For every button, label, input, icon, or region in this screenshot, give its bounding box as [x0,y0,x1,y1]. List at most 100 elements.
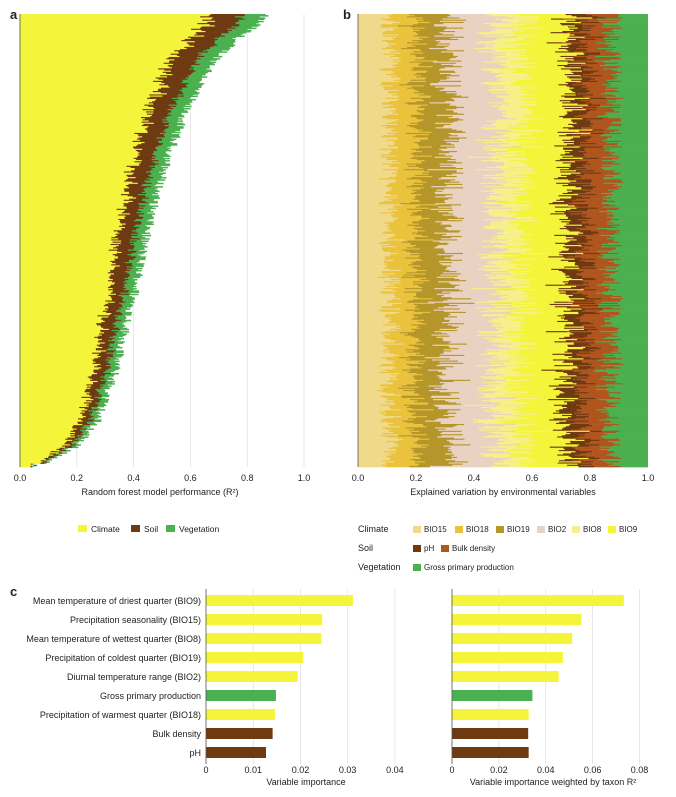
panel-b-bar-bio15 [358,194,391,196]
panel-b-bar-bio19 [422,259,463,262]
panel-b-bar-ph [567,350,596,352]
panel-b-bar-bio2 [461,273,511,275]
panel-b-bar-bio2 [459,118,516,120]
panel-b-bar-ph [548,256,567,258]
panel-a-bar-climate [20,354,98,357]
panel-a-bar-vegetation [221,33,243,35]
panel-a-bar-climate [20,268,114,271]
panel-b-bar-bio19 [404,257,445,259]
panel-b-bar-bio19 [409,365,437,367]
panel-a-bar-soil [77,421,87,424]
panel-b-bar-bio18 [388,105,421,108]
legend-label-vegetation: Vegetation [179,524,219,534]
panel-b-bar-bio8 [502,204,531,206]
panel-b-bar-bio8 [478,427,506,429]
panel-b-bar-bulk-density [588,294,613,297]
panel-b-bar-bio9 [517,18,551,21]
panel-b-bar-bio18 [389,379,424,382]
panel-b-bar-bio18 [382,103,408,105]
panel-a-bar-soil [97,341,115,343]
panel-a-bar-vegetation [186,85,202,87]
panel-a-bar-soil [75,431,84,434]
panel-b-bar-bio8 [510,311,540,314]
panel-b-bar-bio15 [358,144,394,146]
panel-b-bar-ph [558,290,579,292]
panel-b-bar-bio18 [380,25,398,27]
panel-b-bar-bulk-density [579,45,609,48]
panel-b-bar-bio15 [358,41,387,43]
panel-b-bar-bio18 [396,246,414,248]
panel-a-bar-soil [129,213,145,215]
panel-b-bar-bio15 [358,229,389,231]
panel-a-bar-vegetation [131,264,144,266]
panel-b-bar-bio9 [525,405,562,408]
panel-b-bar-bio15 [358,169,383,171]
panel-a-bar-soil [92,352,107,355]
panel-b-bar-bio8 [482,81,513,84]
panel-b-bar-bulk-density [574,250,598,253]
panel-a-bar-soil [123,211,142,213]
panel-b-bar-gross-primary-production [619,348,648,350]
panel-a-bar-vegetation [119,307,128,309]
panel-a-bar-soil [171,67,195,69]
panel-b-bar-gross-primary-production [615,205,648,207]
panel-b-bar-ph [567,204,589,206]
panel-b-bar-bio18 [393,38,423,41]
panel-b-bar-bio2 [453,110,507,112]
panel-b-bar-ph [589,430,602,433]
panel-b-bar-bio8 [489,357,514,359]
panel-b-bar-bulk-density [574,412,609,415]
panel-b-bar-bio15 [358,402,394,404]
panel-a-x-tick-label: 0.8 [241,473,254,483]
panel-b-bar-gross-primary-production [617,144,648,146]
panel-a-bar-soil [215,20,240,23]
panel-a-bar-climate [20,64,168,67]
panel-b-bar-bio2 [445,250,502,253]
panel-a-bar-soil [141,124,165,127]
panel-b-bar-bio9 [511,409,560,411]
panel-b-bar-bio8 [484,228,518,230]
panel-b-bar-bio2 [452,164,505,167]
panel-b-bar-ph [567,344,592,347]
panel-b-bar-bio19 [411,414,444,417]
panel-b-bar-gross-primary-production [612,425,648,427]
panel-b-bar-gross-primary-production [596,385,648,387]
panel-a-bar-vegetation [100,376,110,378]
panel-b-bar-bio2 [467,343,514,346]
panel-a-bar-soil [66,440,74,443]
panel-b-bar-bio18 [388,177,412,179]
panel-b-bar-gross-primary-production [621,339,648,341]
panel-b-bar-gross-primary-production [612,121,648,124]
panel-a-bar-soil [121,212,137,214]
panel-b-bar-bulk-density [603,129,620,131]
panel-b-bar-bio19 [424,113,465,116]
panel-b-bar-bio8 [492,341,521,343]
panel-a-bar-vegetation [110,363,120,366]
panel-b-bar-bio8 [495,264,531,266]
panel-a-bar-vegetation [141,185,155,187]
panel-a-bar-climate [20,158,137,161]
panel-b-bar-bio2 [448,45,494,48]
panel-b-bar-bio9 [532,78,582,81]
panel-a-bar-vegetation [92,412,101,415]
panel-b-bar-bio2 [445,459,505,461]
panel-b-bar-ph [569,152,587,154]
panel-b-bar-bio18 [390,121,419,124]
panel-b-bar-bio15 [358,216,393,219]
panel-b-bar-gross-primary-production [616,342,648,344]
panel-b-bar-bio15 [358,454,392,457]
panel-b-bar-bio2 [447,450,488,452]
panel-b-bar-bio8 [508,16,538,18]
panel-b-bar-bio15 [358,164,392,167]
panel-b-bar-bio9 [539,308,582,310]
panel-b-bar-bio9 [520,86,570,88]
panel-a-bar-soil [189,44,218,47]
panel-b-bar-ph [585,62,598,65]
panel-a-bar-vegetation [64,447,68,450]
panel-a-bar-soil [133,157,155,160]
panel-b-bar-bio2 [474,302,513,305]
panel-b-bar-bio9 [511,26,568,28]
panel-b-bar-bio18 [396,27,425,30]
panel-a-bar-climate [20,276,109,279]
panel-b-bar-bio8 [501,19,537,22]
